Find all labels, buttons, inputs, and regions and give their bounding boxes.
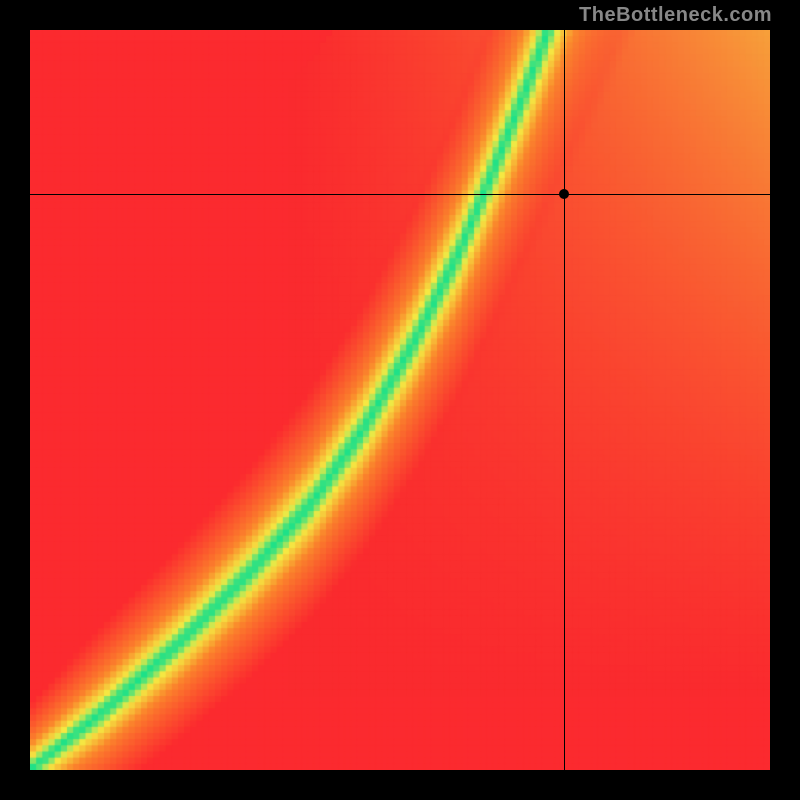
plot-area <box>30 30 770 770</box>
crosshair-marker <box>559 189 569 199</box>
crosshair-horizontal <box>30 194 770 195</box>
watermark-text: TheBottleneck.com <box>579 4 772 27</box>
crosshair-vertical <box>564 30 565 770</box>
heatmap-canvas <box>30 30 770 770</box>
chart-wrapper: TheBottleneck.com <box>0 0 800 800</box>
